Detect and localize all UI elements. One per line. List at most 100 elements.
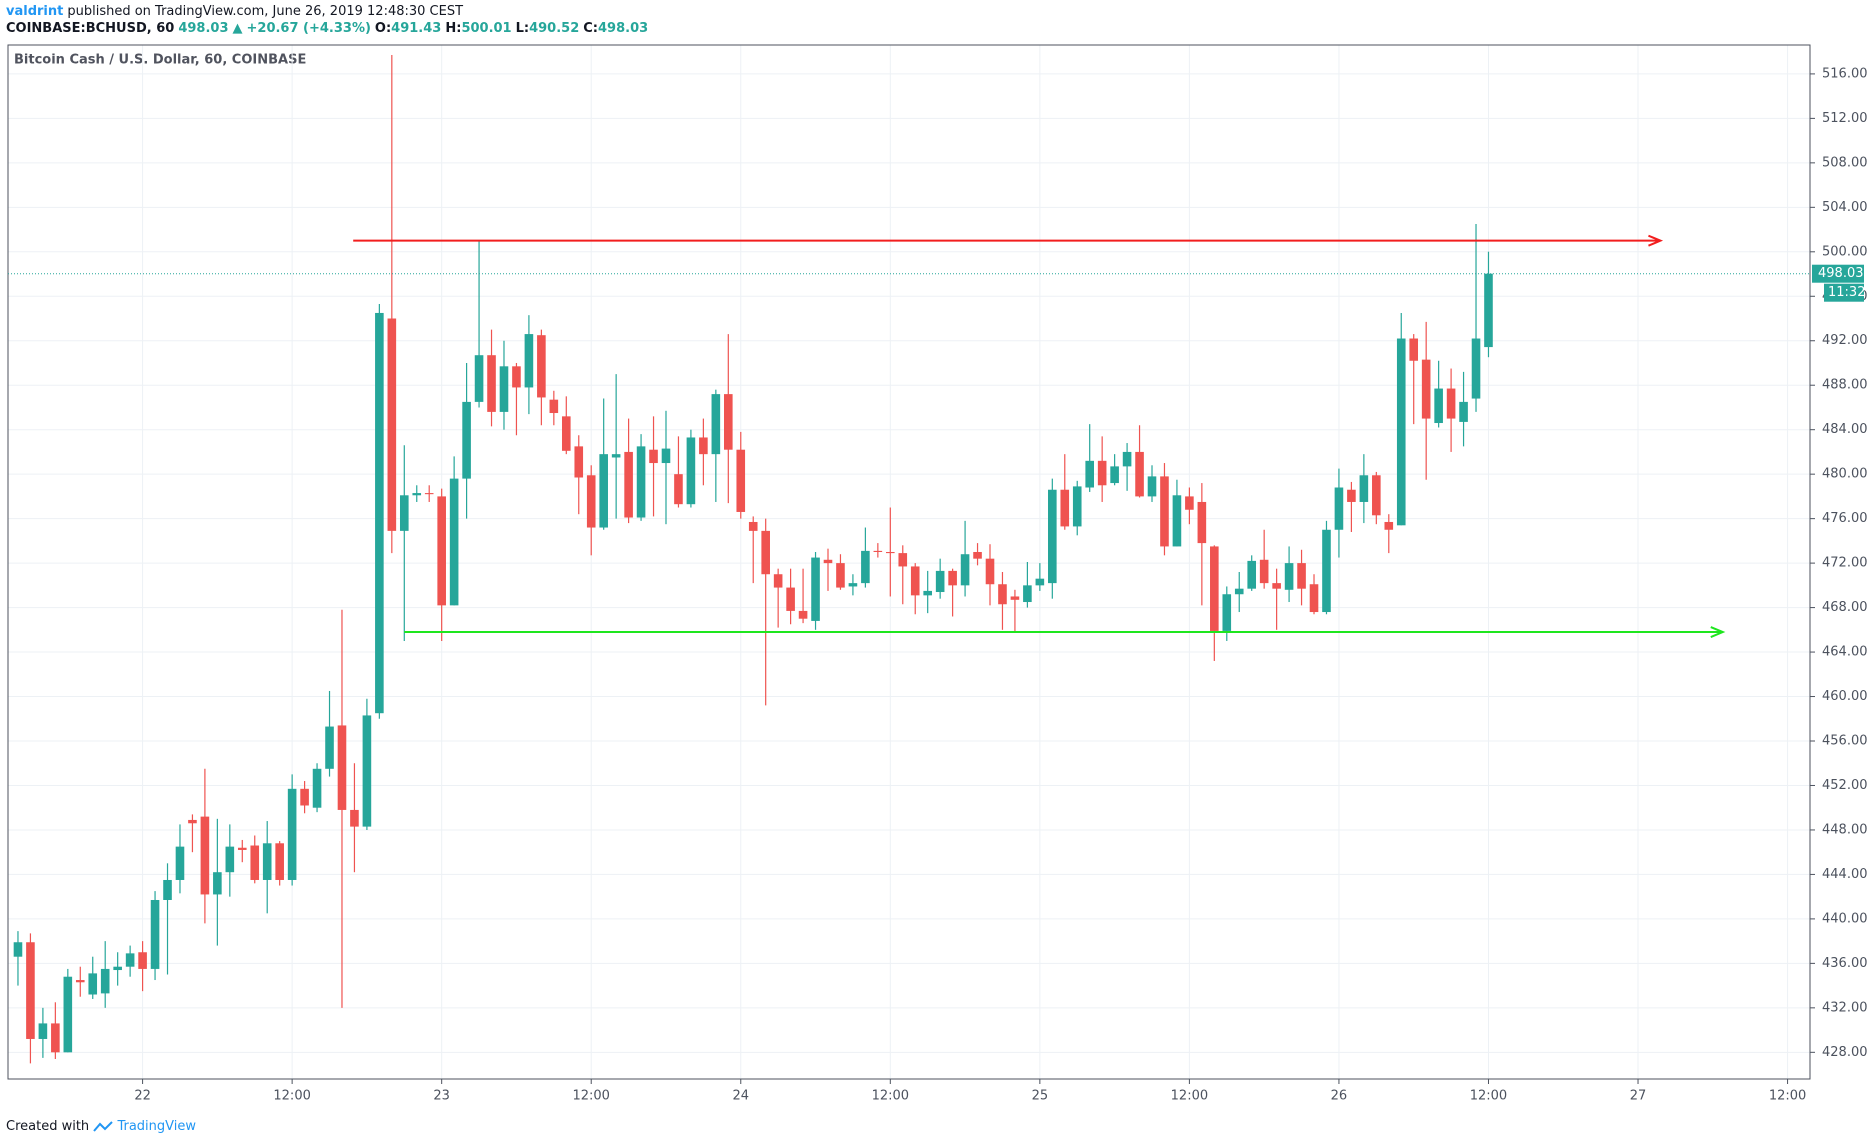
y-tick-label: 516.00: [1822, 66, 1868, 81]
candle-body: [1384, 521, 1394, 530]
y-tick-label: 436.00: [1822, 956, 1868, 971]
candle-body: [910, 566, 920, 596]
x-tick-label: 22: [134, 1089, 151, 1104]
logo: [93, 1120, 114, 1132]
y-tick-label: 472.00: [1822, 556, 1868, 571]
candle-body: [1334, 487, 1344, 530]
x-tick-label: 12:00: [872, 1089, 909, 1104]
candle-body: [1222, 594, 1232, 631]
candle-body: [574, 446, 584, 478]
candle-body: [26, 942, 35, 1039]
chart: Bitcoin Cash / U.S. Dollar, 60, COINBASE…: [7, 44, 1868, 1104]
price-label-bg: [1812, 264, 1864, 283]
candle-body: [699, 437, 708, 455]
candle-body: [1210, 546, 1219, 631]
candle-body: [399, 495, 409, 531]
publish-line: valdrint published on TradingView.com, Ju…: [6, 4, 467, 19]
candle-body: [1272, 583, 1281, 589]
change: +20.67 (+4.33%): [246, 21, 371, 36]
candle-body: [1434, 388, 1443, 424]
candle-body: [786, 587, 795, 611]
candle-body: [1048, 489, 1057, 584]
candle-body: [387, 318, 397, 531]
y-tick-label: 428.00: [1822, 1045, 1868, 1060]
candle-body: [836, 563, 845, 588]
candle-body: [586, 475, 596, 528]
candle-body: [213, 872, 222, 895]
candle-body: [325, 726, 334, 769]
candle-body: [375, 312, 384, 714]
brand[interactable]: TradingView: [117, 1119, 196, 1134]
candle-body: [848, 583, 858, 587]
x-tick-label: 23: [433, 1089, 450, 1104]
author[interactable]: valdrint: [6, 4, 64, 19]
candle-body: [1396, 338, 1406, 526]
ohlc-label: O:: [374, 21, 392, 36]
y-tick-label: 488.00: [1822, 378, 1868, 393]
candle-body: [300, 788, 309, 806]
candle-body: [923, 590, 932, 596]
candle-body: [649, 449, 658, 464]
candle-body: [1060, 489, 1070, 527]
candle-body: [51, 1023, 60, 1053]
candle-body: [549, 399, 559, 414]
candle-body: [1172, 495, 1182, 547]
candle-body: [1010, 596, 1020, 600]
candle-body: [100, 968, 110, 994]
candle-body: [935, 570, 945, 593]
y-tick-label: 512.00: [1822, 111, 1868, 126]
candle-body: [898, 553, 908, 567]
y-tick-label: 468.00: [1822, 600, 1868, 615]
created-with: Created with: [6, 1119, 90, 1134]
candle-body: [1072, 486, 1082, 527]
candle-body: [1471, 338, 1481, 399]
candle-body: [88, 973, 98, 995]
candle-body: [823, 559, 833, 564]
candle-body: [1409, 338, 1419, 361]
candle-body: [1446, 388, 1456, 419]
plot-border: [7, 44, 1811, 1080]
y-tick-label: 508.00: [1822, 155, 1868, 170]
candle-body: [661, 448, 671, 464]
countdown: 11:32: [1828, 285, 1865, 300]
candle-body: [736, 449, 746, 512]
candle-body: [63, 976, 73, 1053]
published: published on TradingView.com, June 26, 2…: [67, 4, 464, 19]
candle-body: [761, 530, 770, 575]
candle-body: [75, 980, 85, 983]
x-tick-label: 12:00: [273, 1089, 310, 1104]
candle-body: [1484, 273, 1493, 348]
candle-body: [449, 478, 459, 606]
candle-body: [474, 355, 484, 402]
candle-body: [1259, 559, 1269, 584]
candle-body: [362, 715, 372, 827]
candle-body: [287, 788, 297, 880]
ohlc-label: C:: [583, 21, 599, 36]
ohlc-value: 490.52: [529, 21, 580, 36]
x-tick-label: 27: [1630, 1089, 1647, 1104]
candle-body: [636, 446, 646, 518]
candle-body: [1459, 401, 1468, 422]
candle-body: [1421, 359, 1431, 419]
x-tick-label: 24: [732, 1089, 749, 1104]
candle-body: [237, 847, 247, 850]
up-arrow: ▲: [232, 21, 243, 36]
candle-body: [1347, 489, 1356, 502]
x-tick-label: 12:00: [1171, 1089, 1208, 1104]
candle-body: [262, 843, 272, 880]
candle-body: [113, 966, 122, 971]
candle-body: [499, 366, 509, 412]
candle-body: [1197, 501, 1207, 544]
ohlc: O:491.43 H:500.01 L:490.52 C:498.03: [375, 21, 652, 36]
y-tick-label: 448.00: [1822, 822, 1868, 837]
candle-body: [424, 493, 434, 495]
candle-body: [1110, 466, 1119, 484]
candle-body: [1085, 460, 1094, 488]
candle-body: [175, 846, 185, 880]
candle-body: [125, 953, 135, 967]
candle-body: [1147, 476, 1157, 497]
ohlc-value: 491.43: [391, 21, 442, 36]
symbol-line: COINBASE:BCHUSD, 60 498.03 ▲ +20.67 (+4.33%…: [6, 21, 656, 36]
y-tick-label: 452.00: [1822, 778, 1868, 793]
